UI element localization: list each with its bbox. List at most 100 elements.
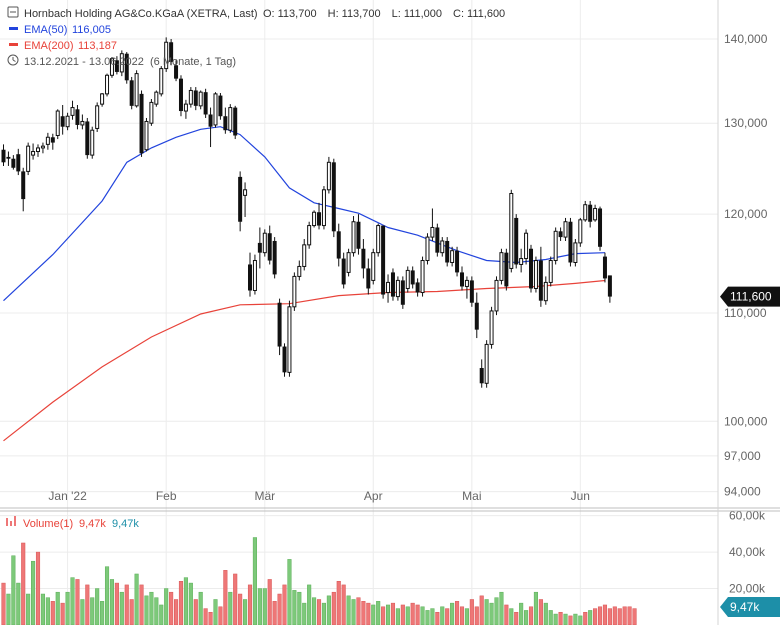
volume-bar <box>149 591 154 625</box>
volume-bar <box>26 593 31 625</box>
candle-body-down <box>114 60 119 72</box>
candle-body-up <box>164 41 169 70</box>
candle-body-up <box>386 281 391 294</box>
candle <box>543 276 548 305</box>
candle-body-up <box>183 103 188 112</box>
candle-body-up <box>499 252 504 281</box>
volume-bar <box>124 584 129 625</box>
candle <box>469 276 474 307</box>
candle-body-down <box>60 116 65 127</box>
candle <box>178 75 183 117</box>
candle <box>602 252 607 283</box>
candle-body-up <box>302 244 307 267</box>
candle <box>312 210 317 228</box>
volume-bar <box>371 604 376 625</box>
ema50-legend-value: 116,005 <box>72 24 111 36</box>
volume-bar <box>119 591 124 625</box>
volume-bar <box>11 555 16 625</box>
candle-body-down <box>469 280 474 303</box>
volume-bar <box>390 602 396 625</box>
candle <box>593 204 598 222</box>
candle-body-up <box>312 211 317 227</box>
candle <box>509 189 514 273</box>
candle <box>26 142 31 176</box>
volume-bar <box>450 602 455 625</box>
candle <box>425 233 430 265</box>
candle <box>548 256 553 287</box>
candle-body-up <box>119 53 124 73</box>
volume-bar <box>262 588 267 625</box>
candle-body-up <box>484 343 489 384</box>
candle-body-down <box>75 109 80 125</box>
candle <box>233 105 238 140</box>
volume-bar <box>455 601 460 625</box>
candle <box>400 276 405 309</box>
volume-bar <box>297 591 302 625</box>
candle <box>302 239 307 271</box>
candle-body-up <box>198 91 203 107</box>
candle <box>450 246 455 267</box>
candle-body-up <box>553 230 558 262</box>
candle <box>6 151 11 166</box>
volume-bar <box>464 608 469 625</box>
candle-body-up <box>36 147 41 153</box>
volume-bar <box>70 577 75 625</box>
candle-body-down <box>129 80 134 106</box>
period-range: 13.12.2021 - 13.06.2022 <box>24 56 144 68</box>
volume-bar <box>35 551 41 625</box>
candle-body-up <box>425 236 430 262</box>
candle <box>351 216 356 257</box>
candle-body-up <box>351 221 356 254</box>
candle <box>366 258 371 295</box>
grid <box>0 0 718 625</box>
candle <box>100 93 105 107</box>
candle <box>356 214 361 255</box>
candle <box>583 200 588 222</box>
y-tick-label: 97,000 <box>724 449 761 463</box>
candle <box>174 60 179 82</box>
volume-bar <box>188 582 193 625</box>
volume-bar <box>65 591 70 625</box>
candle <box>479 359 484 388</box>
candle <box>223 107 228 134</box>
y-tick-label: 100,000 <box>724 414 768 428</box>
candle-body-up <box>548 260 553 283</box>
candle-body-down <box>415 282 420 293</box>
candle <box>558 227 563 241</box>
candle <box>139 90 144 157</box>
volume-bar <box>213 599 218 625</box>
volume-bar <box>346 595 351 625</box>
volume-bar <box>445 608 450 625</box>
candle-body-down <box>459 272 464 287</box>
candle-body-down <box>410 270 415 285</box>
candle-body-down <box>282 346 287 373</box>
volume-bar <box>602 604 608 625</box>
candle-body-up <box>440 240 445 254</box>
candle-body-down <box>607 275 612 297</box>
volume-bar <box>247 584 253 625</box>
candle-body-down <box>50 137 55 143</box>
volume-bar <box>410 602 415 625</box>
volume-bar <box>50 601 55 625</box>
volume-bar <box>479 595 484 625</box>
candle-body-up <box>70 107 75 116</box>
candle-body-down <box>139 93 144 154</box>
candle <box>16 148 21 176</box>
candle <box>524 229 529 265</box>
candle-body-down <box>21 171 26 200</box>
candle-body-down <box>16 154 21 172</box>
last-volume-badge: 9,47k <box>720 597 780 617</box>
candle <box>484 340 489 388</box>
candle <box>1 144 6 166</box>
candle <box>346 248 351 277</box>
volume-bar <box>218 606 223 625</box>
volume-bar <box>341 584 346 625</box>
volume-bar <box>593 608 598 625</box>
volume-bar <box>435 611 440 625</box>
candle-body-up <box>105 74 110 95</box>
volume-bar <box>578 615 583 625</box>
candle <box>80 114 85 130</box>
candle <box>109 56 114 78</box>
volume-bar <box>504 604 509 625</box>
